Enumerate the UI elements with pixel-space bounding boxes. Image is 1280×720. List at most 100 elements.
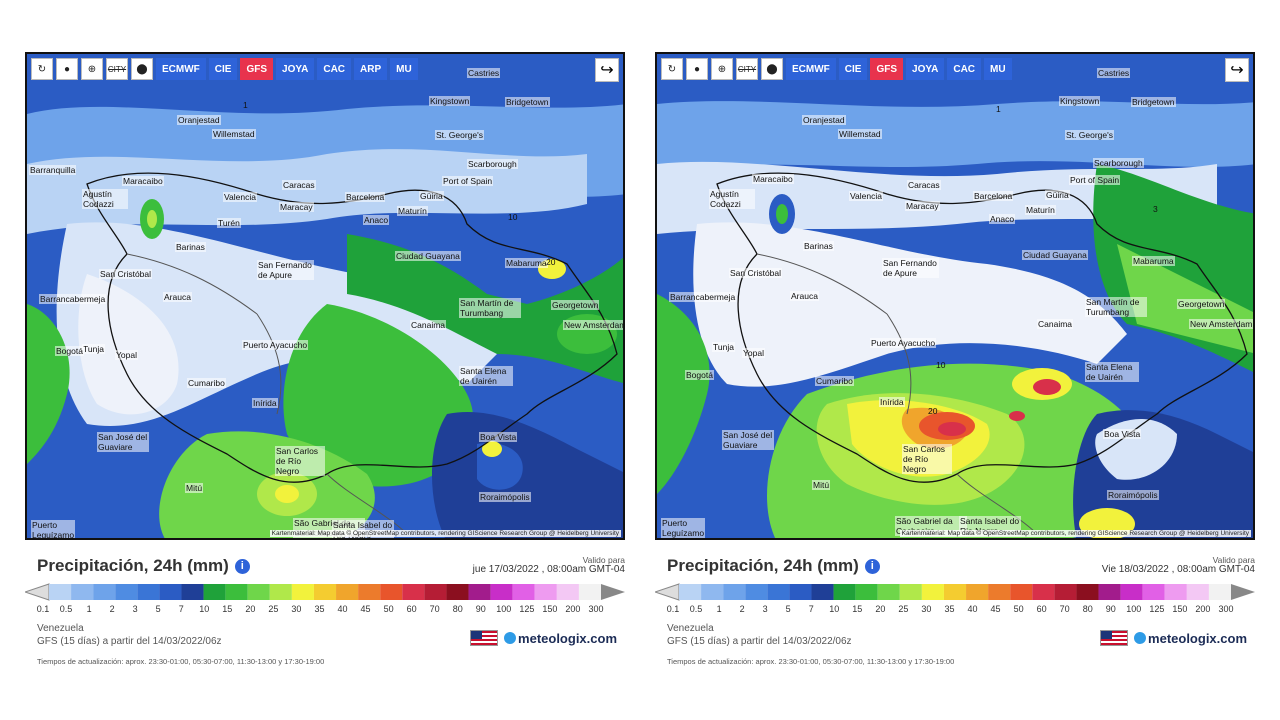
location-pin-icon[interactable]: ●: [56, 58, 78, 80]
city-label: Roraimópolis: [1107, 490, 1159, 500]
scale-cell: [943, 584, 967, 600]
city-label: New Amsterdam: [563, 320, 623, 330]
scale-label: 15: [852, 604, 863, 614]
model-button-cac[interactable]: CAC: [317, 58, 352, 80]
precipitation-map[interactable]: ↻ ● ⊕ CITY ⬤ ECMWF CIE GFS JOYA CAC ARP …: [25, 52, 625, 540]
brand[interactable]: meteologix.com: [470, 630, 617, 646]
model-run-label: GFS (15 días) a partir del 14/03/2022/06…: [667, 636, 852, 647]
zoom-icon[interactable]: ⊕: [81, 58, 103, 80]
scale-label: 1: [716, 604, 722, 614]
model-button-cie[interactable]: CIE: [208, 58, 238, 80]
city-label: Yopal: [115, 350, 138, 360]
scale-label: 90: [475, 604, 486, 614]
model-button-ecmwf[interactable]: ECMWF: [786, 58, 836, 80]
city-label: San Carlos de Río Negro: [902, 444, 952, 474]
scale-cell: [1010, 584, 1033, 600]
scale-cell: [203, 584, 226, 600]
model-button-joya[interactable]: JOYA: [906, 58, 945, 80]
refresh-icon[interactable]: ↻: [31, 58, 53, 80]
scale-cell: [723, 584, 746, 600]
city-label: Maturín: [1025, 205, 1056, 215]
map-panel-right: ↻ ● ⊕ CITY ⬤ ECMWF CIE GFS JOYA CAC MU ↪…: [655, 52, 1255, 672]
city-label: Inírida: [879, 397, 905, 407]
city-label: Bridgetown: [505, 97, 550, 107]
city-label: St. George's: [1065, 130, 1114, 140]
model-button-gfs[interactable]: GFS: [870, 58, 904, 80]
scale-cell: [1054, 584, 1077, 600]
scale-label: 90: [1105, 604, 1116, 614]
scale-arrow-left: [25, 583, 50, 601]
scale-cell: [1142, 584, 1165, 600]
model-button-mu[interactable]: MU: [984, 58, 1012, 80]
city-label: Castries: [467, 68, 501, 78]
precipitation-map[interactable]: ↻ ● ⊕ CITY ⬤ ECMWF CIE GFS JOYA CAC MU ↪…: [655, 52, 1255, 540]
model-button-joya[interactable]: JOYA: [276, 58, 315, 80]
city-label: San Fernando de Apure: [882, 258, 939, 278]
city-label: Maracay: [905, 201, 940, 211]
model-button-ecmwf[interactable]: ECMWF: [156, 58, 206, 80]
scale-cell: [71, 584, 94, 600]
pin-marker-icon[interactable]: ⬤: [761, 58, 783, 80]
share-icon[interactable]: ↪: [1225, 58, 1249, 82]
scale-arrow-right: [601, 584, 625, 600]
scale-label: 300: [588, 604, 604, 614]
scale-label: 2: [109, 604, 115, 614]
info-icon[interactable]: i: [864, 559, 880, 574]
model-button-mu[interactable]: MU: [390, 58, 418, 80]
city-label: Turén: [217, 218, 241, 228]
share-icon[interactable]: ↪: [595, 58, 619, 82]
city-label: Barcelona: [345, 192, 386, 202]
scale-cell: [313, 584, 337, 600]
refresh-icon[interactable]: ↻: [661, 58, 683, 80]
city-label: Barcelona: [973, 191, 1014, 201]
scale-label: 45: [990, 604, 1001, 614]
model-button-gfs[interactable]: GFS: [240, 58, 274, 80]
scale-cell: [115, 584, 138, 600]
scale-cell: [534, 584, 557, 600]
scale-label: 3: [762, 604, 768, 614]
valid-for: Valido para jue 17/03/2022 , 08:00am GMT…: [472, 555, 625, 575]
city-toggle-button[interactable]: CITY: [106, 58, 128, 80]
model-button-arp[interactable]: ARP: [354, 58, 388, 80]
model-button-cie[interactable]: CIE: [838, 58, 868, 80]
location-pin-icon[interactable]: ●: [686, 58, 708, 80]
city-label: Bogotá: [685, 370, 714, 380]
region-label: Venezuela: [667, 623, 714, 634]
info-icon[interactable]: i: [234, 559, 250, 574]
model-run-label: GFS (15 días) a partir del 14/03/2022/06…: [37, 636, 222, 647]
scale-cell: [446, 584, 469, 600]
scale-label: 60: [406, 604, 417, 614]
city-label: Roraimópolis: [479, 492, 531, 502]
city-label: Maracay: [279, 202, 314, 212]
city-label: Scarborough: [467, 159, 518, 169]
model-button-cac[interactable]: CAC: [947, 58, 982, 80]
scale-cell: [899, 584, 922, 600]
city-label: Cumaribo: [815, 376, 854, 386]
scale-label: 20: [245, 604, 256, 614]
isobar-label: 10: [936, 360, 946, 370]
city-label: Yopal: [742, 348, 765, 358]
city-label: Boa Vista: [479, 432, 518, 442]
city-label: Kingstown: [429, 96, 471, 106]
city-label: Puerto Leguízamo: [31, 520, 75, 540]
scale-cell: [468, 584, 491, 600]
brand[interactable]: meteologix.com: [1100, 630, 1247, 646]
scale-cell: [877, 584, 900, 600]
color-scale: [25, 583, 625, 601]
scale-cell: [833, 584, 856, 600]
scale-label: 5: [785, 604, 791, 614]
city-toggle-button[interactable]: CITY: [736, 58, 758, 80]
scale-label: 125: [519, 604, 535, 614]
city-label: Georgetown: [551, 300, 600, 310]
map-toolbar: ↻ ● ⊕ CITY ⬤ ECMWF CIE GFS JOYA CAC MU: [661, 58, 1012, 80]
isobar-label: 10: [508, 212, 518, 222]
scale-label: 10: [199, 604, 210, 614]
pin-marker-icon[interactable]: ⬤: [131, 58, 153, 80]
city-label: Santa Elena de Uairén: [1085, 362, 1139, 382]
scale-cell: [1098, 584, 1121, 600]
city-label: Bogotá: [55, 346, 84, 356]
city-label: Ciudad Guayana: [1022, 250, 1088, 260]
city-label: Mabaruma: [505, 258, 548, 268]
zoom-icon[interactable]: ⊕: [711, 58, 733, 80]
map-panel-left: ↻ ● ⊕ CITY ⬤ ECMWF CIE GFS JOYA CAC ARP …: [25, 52, 625, 672]
